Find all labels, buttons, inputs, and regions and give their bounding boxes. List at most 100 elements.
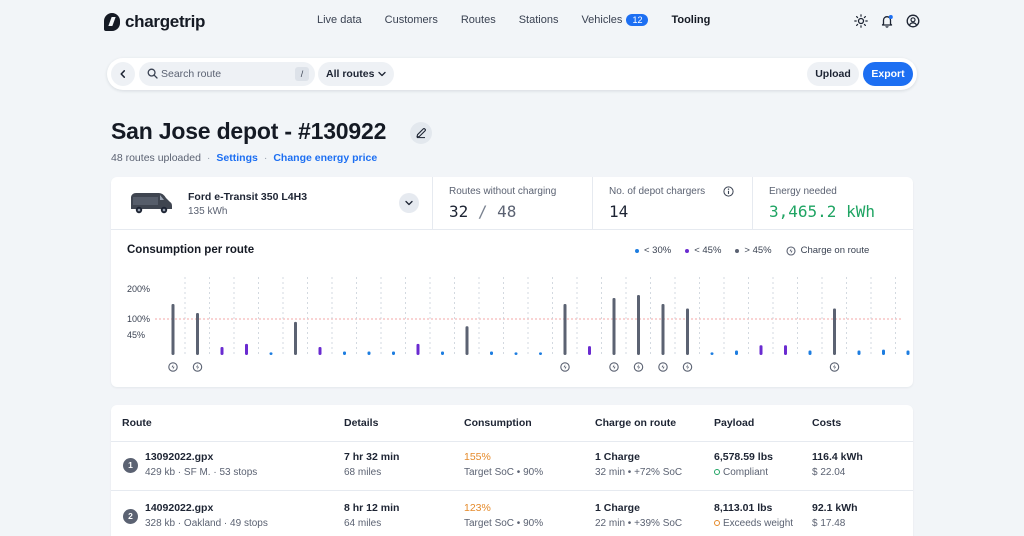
consumption-bar: [710, 352, 714, 355]
search-input[interactable]: [161, 62, 291, 86]
back-button[interactable]: [111, 62, 135, 86]
route-charge-detail: 32 min • +72% SoC: [595, 467, 683, 478]
legend-item-charge: Charge on route: [786, 245, 870, 256]
energy-needed-value: 3,465.2 kWh: [769, 202, 875, 221]
stat-label: Energy needed: [769, 186, 837, 197]
column-header-costs[interactable]: Costs: [812, 417, 842, 429]
info-icon[interactable]: [723, 186, 734, 197]
route-energy: 116.4 kWh: [812, 451, 863, 463]
table-row[interactable]: 2 14092022.gpx 328 kb · Oakland · 49 sto…: [111, 493, 913, 536]
route-consumption: 123%: [464, 502, 491, 514]
header-divider: [111, 441, 913, 442]
chevron-down-icon: [405, 200, 413, 206]
chevron-left-icon: [120, 70, 126, 78]
nav-item-customers[interactable]: Customers: [384, 14, 438, 26]
column-header-details[interactable]: Details: [344, 417, 379, 429]
route-file-name[interactable]: 14092022.gpx: [145, 502, 214, 514]
column-header-route[interactable]: Route: [122, 417, 152, 429]
pencil-icon: [416, 128, 426, 139]
stat-label: Routes without charging: [449, 186, 557, 197]
nav-item-stations[interactable]: Stations: [518, 14, 559, 26]
row-number-badge: 1: [123, 458, 138, 473]
consumption-bar: [245, 343, 248, 355]
exceeds-weight-status-icon: [714, 520, 720, 526]
legend-label: > 45%: [744, 245, 772, 256]
route-cost: $ 17.48: [812, 518, 846, 529]
upload-button[interactable]: Upload: [807, 62, 859, 86]
row-divider: [111, 490, 913, 491]
charge-bolt-icon: [612, 364, 616, 370]
brand-logo[interactable]: chargetrip: [104, 12, 205, 32]
van-image: [131, 193, 172, 214]
route-duration: 7 hr 32 min: [344, 451, 400, 463]
route-cost: $ 22.04: [812, 467, 846, 478]
route-meta: 429 kb · SF M. · 53 stops: [145, 467, 258, 478]
consumption-bar: [563, 304, 567, 355]
sun-icon[interactable]: [854, 14, 868, 28]
payload-status: Exceeds weight: [714, 518, 793, 529]
routes-filter-select[interactable]: All routes: [318, 62, 394, 86]
edit-title-button[interactable]: [410, 122, 432, 144]
vehicle-dropdown-button[interactable]: [399, 193, 419, 213]
settings-link[interactable]: Settings: [216, 152, 258, 164]
vehicle-name: Ford e-Transit 350 L4H3: [188, 191, 308, 203]
routes-without-charging-value: 32: [449, 202, 469, 221]
legend-item-low: < 30%: [635, 245, 671, 256]
compliant-status-icon: [714, 469, 720, 475]
consumption-bar: [318, 347, 322, 355]
consumption-bar: [833, 308, 836, 355]
bell-icon[interactable]: [880, 14, 894, 28]
chargetrip-logo-icon: [104, 13, 120, 31]
legend-label: Charge on route: [800, 245, 870, 256]
nav-item-routes[interactable]: Routes: [460, 14, 496, 26]
payload-status-label: Compliant: [723, 467, 769, 478]
consumption-bar: [294, 321, 297, 355]
nav-item-live-data[interactable]: Live data: [317, 14, 362, 26]
charge-bolt-icon: [833, 364, 837, 370]
nav-item-vehicles-label: Vehicles: [581, 14, 623, 26]
top-navigation: chargetrip Live data Customers Routes St…: [0, 0, 1024, 44]
nav-item-vehicles[interactable]: Vehicles 12: [581, 14, 649, 26]
routes-total-value: 48: [497, 202, 517, 221]
depot-chargers-value: 14: [609, 202, 629, 221]
route-payload: 8,113.01 lbs: [714, 502, 773, 514]
vehicle-selector[interactable]: Ford e-Transit 350 L4H3 135 kWh: [111, 177, 432, 230]
chevron-down-icon: [378, 71, 386, 77]
charge-bolt-icon: [637, 364, 641, 370]
route-file-name[interactable]: 13092022.gpx: [145, 451, 214, 463]
table-row[interactable]: 1 13092022.gpx 429 kb · SF M. · 53 stops…: [111, 442, 913, 492]
legend-dot-low: [635, 248, 639, 253]
legend-dot-mid: [685, 248, 690, 253]
consumption-bar: [612, 298, 616, 355]
search-shortcut-key: /: [295, 67, 309, 81]
route-duration: 8 hr 12 min: [344, 502, 400, 514]
consumption-bar: [220, 347, 224, 355]
consumption-bar: [588, 346, 591, 355]
consumption-bar: [269, 352, 273, 355]
column-header-charge-on-route[interactable]: Charge on route: [595, 417, 677, 429]
nav-icons: [854, 14, 920, 28]
separator-slash: /: [468, 202, 498, 221]
legend-item-mid: < 45%: [685, 245, 721, 256]
payload-status-label: Exceeds weight: [723, 518, 794, 529]
separator-dot: ·: [206, 152, 211, 164]
depot-summary-card: Ford e-Transit 350 L4H3 135 kWh Routes w…: [111, 177, 913, 387]
user-avatar-icon[interactable]: [906, 14, 920, 28]
export-button[interactable]: Export: [863, 62, 913, 86]
column-header-consumption[interactable]: Consumption: [464, 417, 532, 429]
column-header-payload[interactable]: Payload: [714, 417, 755, 429]
vehicle-battery-capacity: 135 kWh: [188, 206, 228, 217]
consumption-bar: [808, 350, 812, 355]
separator-dot: ·: [263, 152, 268, 164]
change-energy-price-link[interactable]: Change energy price: [273, 152, 378, 164]
consumption-bar: [343, 351, 346, 355]
charger-icon: [786, 245, 796, 256]
page-title: San Jose depot - #130922: [111, 118, 387, 144]
route-meta: 328 kb · Oakland · 49 stops: [145, 518, 268, 529]
route-consumption: 155%: [464, 451, 491, 463]
nav-item-tooling[interactable]: Tooling: [671, 14, 711, 26]
charge-bolt-icon: [563, 364, 567, 370]
consumption-bar: [735, 350, 738, 355]
consumption-bar: [392, 351, 395, 355]
stats-row: Ford e-Transit 350 L4H3 135 kWh Routes w…: [111, 177, 913, 230]
